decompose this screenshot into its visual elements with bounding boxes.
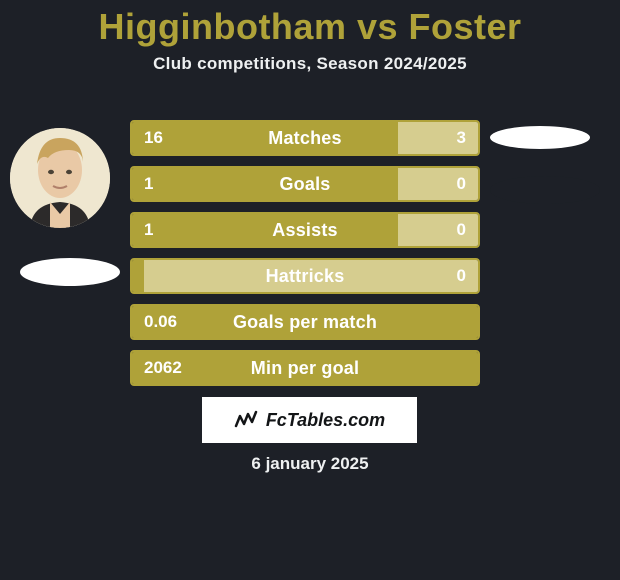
stat-row: 10Assists — [130, 212, 480, 248]
page-title: Higginbotham vs Foster — [0, 0, 620, 48]
avatar-placeholder-icon — [10, 128, 110, 228]
logo-icon — [234, 410, 260, 430]
stat-right-value — [466, 352, 478, 384]
player-left-photo — [10, 128, 110, 228]
stat-left-value: 16 — [132, 122, 398, 154]
stat-left-value: 0 — [132, 260, 144, 292]
stat-left-value: 2062 — [132, 352, 466, 384]
stat-right-value: 0 — [144, 260, 478, 292]
stat-row: 0.06Goals per match — [130, 304, 480, 340]
stat-row: 10Goals — [130, 166, 480, 202]
decoration-ellipse-top-right — [490, 126, 590, 149]
stat-right-value: 3 — [398, 122, 478, 154]
comparison-card: Higginbotham vs Foster Club competitions… — [0, 0, 620, 580]
stat-row: 00Hattricks — [130, 258, 480, 294]
page-subtitle: Club competitions, Season 2024/2025 — [0, 54, 620, 74]
date-label: 6 january 2025 — [0, 454, 620, 474]
stat-right-value: 0 — [398, 168, 478, 200]
stat-left-value: 1 — [132, 168, 398, 200]
source-label: FcTables.com — [266, 410, 385, 431]
stat-row: 163Matches — [130, 120, 480, 156]
stat-right-value: 0 — [398, 214, 478, 246]
source-badge: FcTables.com — [202, 397, 417, 443]
stats-bars: 163Matches 10Goals 10Assists 00Hattricks 0.0… — [130, 120, 480, 396]
stat-left-value: 1 — [132, 214, 398, 246]
stat-row: 2062Min per goal — [130, 350, 480, 386]
stat-right-value — [466, 306, 478, 338]
decoration-ellipse-bottom-left — [20, 258, 120, 286]
decoration-ellipse-upper-right — [490, 176, 600, 204]
stat-left-value: 0.06 — [132, 306, 466, 338]
